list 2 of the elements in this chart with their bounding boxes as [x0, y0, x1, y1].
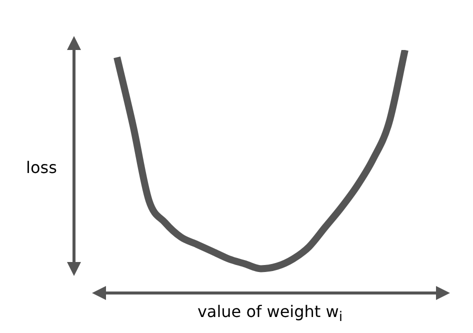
x-axis-title: value of weight w$_{i}$: [196, 302, 344, 326]
y-axis-title: loss: [26, 158, 57, 177]
